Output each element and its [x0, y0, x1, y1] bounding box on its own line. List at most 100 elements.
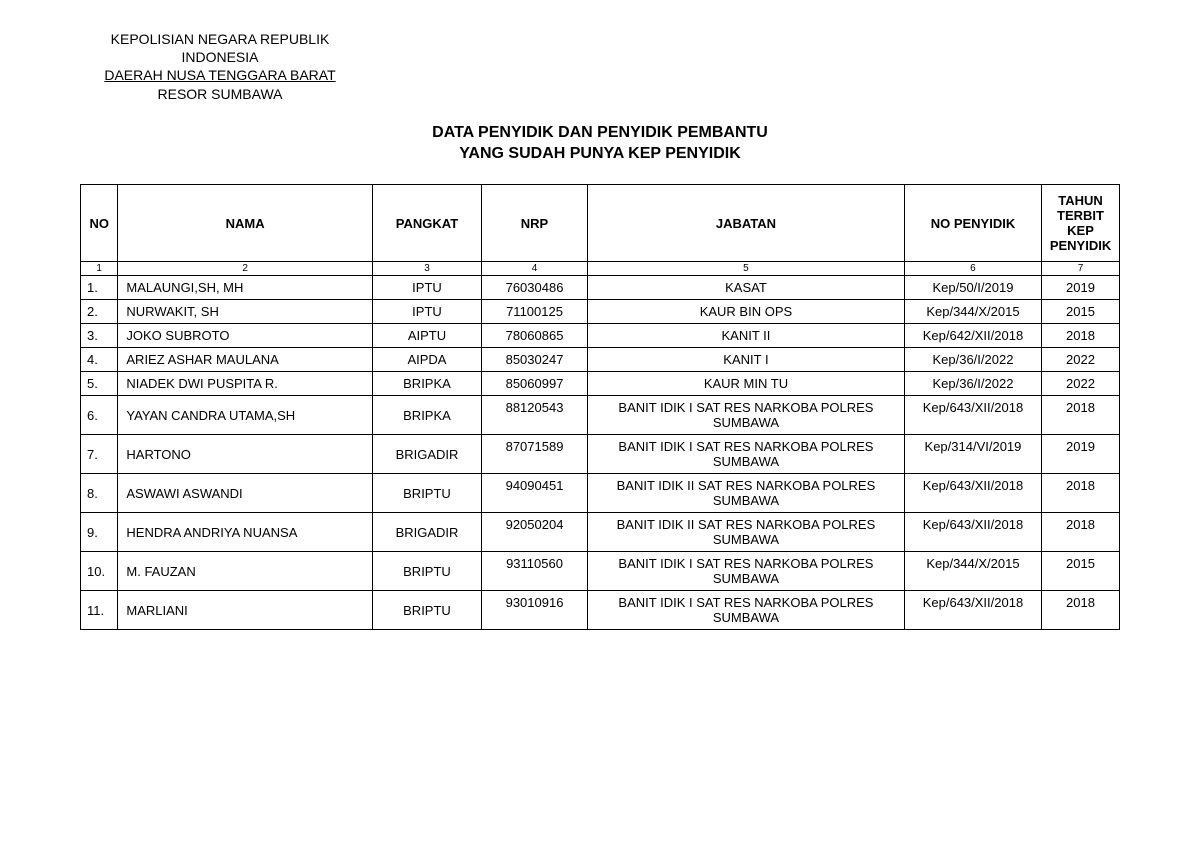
cell-nopen: Kep/36/I/2022: [904, 372, 1041, 396]
cell-nama: ARIEZ ASHAR MAULANA: [118, 348, 373, 372]
cell-tahun: 2018: [1042, 324, 1120, 348]
cell-nrp: 92050204: [482, 513, 588, 552]
table-row: 1.MALAUNGI,SH, MHIPTU76030486KASATKep/50…: [81, 276, 1120, 300]
cell-nama: MARLIANI: [118, 591, 373, 630]
table-row: 5.NIADEK DWI PUSPITA R.BRIPKA85060997KAU…: [81, 372, 1120, 396]
colnum-5: 5: [588, 262, 905, 276]
cell-no: 4.: [81, 348, 118, 372]
cell-pangkat: BRIPKA: [372, 372, 481, 396]
table-row: 9.HENDRA ANDRIYA NUANSABRIGADIR92050204B…: [81, 513, 1120, 552]
cell-nama: HARTONO: [118, 435, 373, 474]
cell-no: 10.: [81, 552, 118, 591]
cell-jab: KASAT: [588, 276, 905, 300]
cell-nopen: Kep/643/XII/2018: [904, 474, 1041, 513]
cell-jab: BANIT IDIK I SAT RES NARKOBA POLRES SUMB…: [588, 552, 905, 591]
table-body: 1.MALAUNGI,SH, MHIPTU76030486KASATKep/50…: [81, 276, 1120, 630]
cell-no: 8.: [81, 474, 118, 513]
letterhead-line2: INDONESIA: [80, 48, 360, 66]
cell-tahun: 2018: [1042, 396, 1120, 435]
cell-nama: MALAUNGI,SH, MH: [118, 276, 373, 300]
cell-pangkat: IPTU: [372, 276, 481, 300]
table-row: 3.JOKO SUBROTOAIPTU78060865KANIT IIKep/6…: [81, 324, 1120, 348]
letterhead-line3: DAERAH NUSA TENGGARA BARAT: [80, 66, 360, 84]
cell-nrp: 94090451: [482, 474, 588, 513]
table-row: 8.ASWAWI ASWANDIBRIPTU94090451BANIT IDIK…: [81, 474, 1120, 513]
cell-pangkat: IPTU: [372, 300, 481, 324]
cell-nama: NIADEK DWI PUSPITA R.: [118, 372, 373, 396]
table-row: 4.ARIEZ ASHAR MAULANAAIPDA85030247KANIT …: [81, 348, 1120, 372]
cell-nopen: Kep/344/X/2015: [904, 552, 1041, 591]
cell-no: 11.: [81, 591, 118, 630]
th-nrp: NRP: [482, 185, 588, 262]
cell-nrp: 87071589: [482, 435, 588, 474]
cell-pangkat: BRIGADIR: [372, 435, 481, 474]
cell-jab: KANIT I: [588, 348, 905, 372]
cell-nopen: Kep/314/VI/2019: [904, 435, 1041, 474]
cell-nrp: 88120543: [482, 396, 588, 435]
letterhead-line1: KEPOLISIAN NEGARA REPUBLIK: [80, 30, 360, 48]
cell-nopen: Kep/642/XII/2018: [904, 324, 1041, 348]
cell-pangkat: BRIGADIR: [372, 513, 481, 552]
table-row: 2.NURWAKIT, SHIPTU71100125KAUR BIN OPSKe…: [81, 300, 1120, 324]
cell-nopen: Kep/36/I/2022: [904, 348, 1041, 372]
cell-tahun: 2022: [1042, 348, 1120, 372]
cell-jab: KAUR MIN TU: [588, 372, 905, 396]
th-pangkat: PANGKAT: [372, 185, 481, 262]
cell-pangkat: BRIPTU: [372, 552, 481, 591]
title-line1: DATA PENYIDIK DAN PENYIDIK PEMBANTU: [80, 123, 1120, 144]
cell-nama: HENDRA ANDRIYA NUANSA: [118, 513, 373, 552]
cell-pangkat: BRIPKA: [372, 396, 481, 435]
cell-jab: BANIT IDIK I SAT RES NARKOBA POLRES SUMB…: [588, 396, 905, 435]
th-no: NO: [81, 185, 118, 262]
th-no-penyidik: NO PENYIDIK: [904, 185, 1041, 262]
cell-jab: BANIT IDIK I SAT RES NARKOBA POLRES SUMB…: [588, 591, 905, 630]
cell-nama: JOKO SUBROTO: [118, 324, 373, 348]
cell-tahun: 2018: [1042, 513, 1120, 552]
cell-tahun: 2019: [1042, 276, 1120, 300]
cell-nama: YAYAN CANDRA UTAMA,SH: [118, 396, 373, 435]
th-nama: NAMA: [118, 185, 373, 262]
cell-nrp: 76030486: [482, 276, 588, 300]
letterhead-line4: RESOR SUMBAWA: [80, 85, 360, 103]
colnum-3: 3: [372, 262, 481, 276]
th-jabatan: JABATAN: [588, 185, 905, 262]
cell-nrp: 85060997: [482, 372, 588, 396]
cell-jab: BANIT IDIK II SAT RES NARKOBA POLRES SUM…: [588, 513, 905, 552]
cell-no: 3.: [81, 324, 118, 348]
colnum-6: 6: [904, 262, 1041, 276]
cell-pangkat: AIPTU: [372, 324, 481, 348]
cell-no: 1.: [81, 276, 118, 300]
cell-nama: M. FAUZAN: [118, 552, 373, 591]
cell-no: 7.: [81, 435, 118, 474]
cell-nrp: 85030247: [482, 348, 588, 372]
data-table: NO NAMA PANGKAT NRP JABATAN NO PENYIDIK …: [80, 184, 1120, 630]
cell-nopen: Kep/643/XII/2018: [904, 396, 1041, 435]
colnum-2: 2: [118, 262, 373, 276]
cell-nopen: Kep/643/XII/2018: [904, 591, 1041, 630]
table-row: 11.MARLIANIBRIPTU93010916BANIT IDIK I SA…: [81, 591, 1120, 630]
cell-nopen: Kep/50/I/2019: [904, 276, 1041, 300]
colnum-7: 7: [1042, 262, 1120, 276]
cell-no: 2.: [81, 300, 118, 324]
cell-tahun: 2019: [1042, 435, 1120, 474]
cell-nopen: Kep/643/XII/2018: [904, 513, 1041, 552]
cell-jab: BANIT IDIK II SAT RES NARKOBA POLRES SUM…: [588, 474, 905, 513]
th-tahun: TAHUN TERBIT KEP PENYIDIK: [1042, 185, 1120, 262]
letterhead: KEPOLISIAN NEGARA REPUBLIK INDONESIA DAE…: [80, 30, 360, 103]
cell-tahun: 2018: [1042, 474, 1120, 513]
cell-tahun: 2015: [1042, 552, 1120, 591]
cell-no: 6.: [81, 396, 118, 435]
colnum-4: 4: [482, 262, 588, 276]
cell-nama: ASWAWI ASWANDI: [118, 474, 373, 513]
cell-tahun: 2018: [1042, 591, 1120, 630]
cell-nama: NURWAKIT, SH: [118, 300, 373, 324]
cell-jab: BANIT IDIK I SAT RES NARKOBA POLRES SUMB…: [588, 435, 905, 474]
cell-pangkat: BRIPTU: [372, 591, 481, 630]
table-header-row: NO NAMA PANGKAT NRP JABATAN NO PENYIDIK …: [81, 185, 1120, 262]
cell-no: 9.: [81, 513, 118, 552]
title-line2: YANG SUDAH PUNYA KEP PENYIDIK: [80, 144, 1120, 165]
table-row: 6.YAYAN CANDRA UTAMA,SHBRIPKA88120543BAN…: [81, 396, 1120, 435]
cell-nrp: 71100125: [482, 300, 588, 324]
cell-pangkat: BRIPTU: [372, 474, 481, 513]
cell-pangkat: AIPDA: [372, 348, 481, 372]
